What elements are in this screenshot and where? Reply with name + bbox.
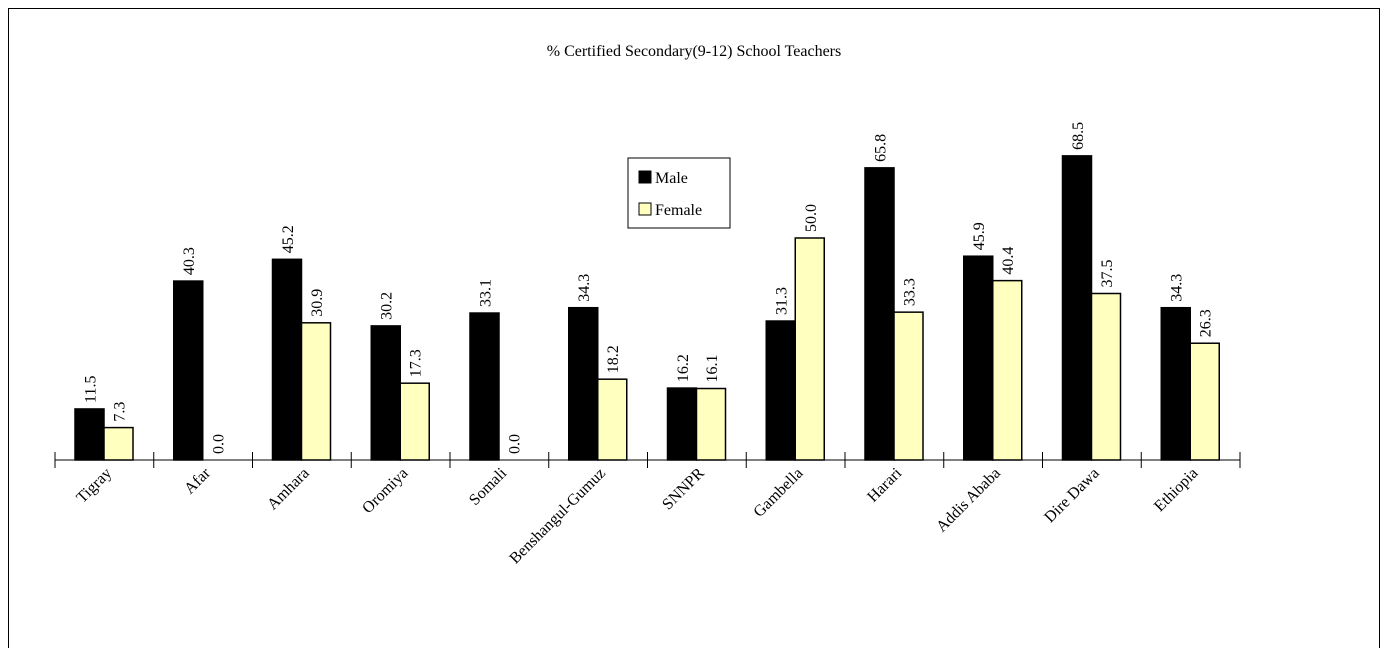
legend-box [627, 157, 731, 229]
legend-label: Male [655, 170, 688, 187]
bar [794, 237, 825, 461]
data-label: 0.0 [210, 434, 227, 454]
bar [1160, 306, 1191, 461]
data-label: 65.8 [873, 134, 890, 162]
bar [864, 167, 895, 461]
data-label: 16.2 [675, 354, 692, 382]
data-label: 45.9 [971, 222, 988, 250]
data-label: 34.3 [1169, 274, 1186, 302]
data-label: 31.3 [774, 287, 791, 315]
data-label: 30.2 [379, 292, 396, 320]
data-label: 18.2 [605, 345, 622, 373]
bar [1090, 292, 1122, 461]
chart-title: % Certified Secondary(9-12) School Teach… [547, 43, 841, 60]
bar [1189, 342, 1220, 461]
bar [74, 408, 105, 461]
data-label: 40.3 [181, 247, 198, 275]
data-label: 33.3 [902, 278, 919, 306]
data-label: 30.9 [309, 289, 326, 317]
legend-swatch [638, 202, 652, 216]
bar [765, 320, 796, 461]
chart-frame [8, 8, 1380, 648]
data-label: 7.3 [112, 402, 129, 422]
bar [963, 255, 994, 461]
bar [666, 387, 698, 461]
bar [568, 306, 599, 461]
data-label: 45.2 [280, 225, 297, 253]
legend-label: Female [655, 202, 702, 219]
bar [173, 280, 204, 461]
bar [893, 311, 924, 461]
bar [300, 322, 332, 461]
data-label: 37.5 [1099, 260, 1116, 288]
data-label: 68.5 [1070, 122, 1087, 150]
data-label: 34.3 [576, 274, 593, 302]
legend-swatch [638, 170, 652, 184]
bar [597, 378, 628, 461]
bar [695, 387, 727, 461]
bar [1061, 155, 1093, 461]
bar [271, 258, 303, 461]
bar [399, 382, 430, 461]
bar [992, 279, 1023, 461]
bar [469, 312, 500, 461]
data-label: 50.0 [803, 204, 820, 232]
data-label: 33.1 [478, 279, 495, 307]
bar [370, 325, 401, 461]
data-label: 11.5 [83, 376, 100, 403]
bar [103, 426, 134, 461]
data-label: 40.4 [1000, 247, 1017, 275]
data-label: 16.1 [704, 355, 721, 383]
data-label: 26.3 [1198, 309, 1215, 337]
data-label: 0.0 [507, 434, 524, 454]
data-label: 17.3 [408, 349, 425, 377]
